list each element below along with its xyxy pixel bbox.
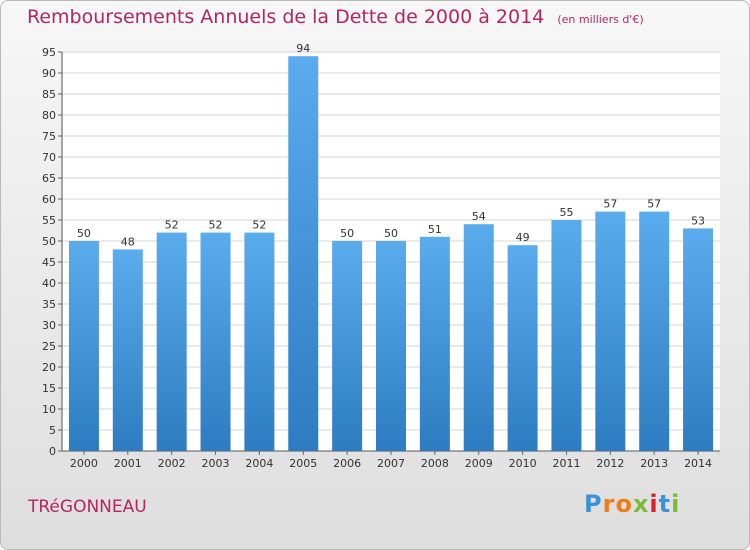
logo-letter: t	[658, 490, 672, 518]
chart-title-unit: (en milliers d'€)	[557, 13, 644, 26]
y-tick-label: 85	[42, 88, 56, 101]
bar	[376, 241, 406, 451]
y-tick-label: 25	[42, 340, 56, 353]
y-tick-label: 50	[42, 235, 56, 248]
bar	[683, 228, 714, 451]
y-tick-label: 90	[42, 67, 56, 80]
bar	[639, 211, 670, 451]
x-tick-label: 2002	[158, 457, 186, 470]
bar	[156, 232, 187, 451]
logo-letter: P	[584, 490, 603, 518]
bar	[419, 236, 450, 451]
x-tick-label: 2004	[245, 457, 273, 470]
logo-letter: o	[615, 490, 633, 518]
y-tick-label: 40	[42, 277, 56, 290]
logo-letter: i	[649, 490, 659, 518]
bar	[507, 245, 538, 451]
x-tick-label: 2009	[465, 457, 493, 470]
bar	[332, 241, 363, 451]
x-tick-label: 2007	[377, 457, 405, 470]
x-tick-label: 2000	[70, 457, 98, 470]
bar-value-label: 51	[428, 223, 442, 236]
bar-value-label: 50	[77, 227, 91, 240]
x-tick-label: 2012	[596, 457, 624, 470]
y-tick-label: 60	[42, 193, 56, 206]
y-tick-label: 30	[42, 319, 56, 332]
logo-letter: x	[632, 490, 650, 518]
chart-title-main: Remboursements Annuels de la Dette de 20…	[27, 6, 545, 28]
bar	[244, 232, 275, 451]
x-tick-label: 2014	[684, 457, 712, 470]
y-tick-label: 80	[42, 109, 56, 122]
y-tick-label: 65	[42, 172, 56, 185]
x-tick-label: 2001	[114, 457, 142, 470]
y-tick-label: 5	[49, 424, 56, 437]
y-tick-label: 75	[42, 130, 56, 143]
x-tick-label: 2008	[421, 457, 449, 470]
x-tick-label: 2010	[509, 457, 537, 470]
y-tick-label: 55	[42, 214, 56, 227]
bar-value-label: 55	[559, 206, 573, 219]
x-tick-label: 2011	[552, 457, 580, 470]
logo-letter: r	[602, 490, 616, 518]
y-tick-label: 95	[42, 46, 56, 59]
y-tick-label: 35	[42, 298, 56, 311]
logo-letter: i	[671, 490, 681, 518]
x-tick-label: 2006	[333, 457, 361, 470]
bar-value-label: 94	[296, 42, 310, 55]
town-name: TRéGONNEAU	[28, 497, 147, 517]
y-tick-label: 70	[42, 151, 56, 164]
bar-value-label: 52	[209, 219, 223, 232]
x-tick-label: 2005	[289, 457, 317, 470]
bar	[463, 224, 494, 451]
bar-value-label: 50	[340, 227, 354, 240]
y-tick-label: 0	[49, 445, 56, 458]
bar-value-label: 54	[472, 210, 486, 223]
bar	[595, 211, 626, 451]
bar	[551, 220, 582, 451]
bar-value-label: 57	[603, 198, 617, 211]
bar-value-label: 52	[165, 219, 179, 232]
bar-value-label: 49	[516, 231, 530, 244]
chart-title: Remboursements Annuels de la Dette de 20…	[27, 6, 644, 28]
bar-value-label: 53	[691, 214, 705, 227]
bar	[288, 56, 319, 451]
bar-value-label: 57	[647, 198, 661, 211]
y-tick-label: 45	[42, 256, 56, 269]
bar-value-label: 48	[121, 235, 135, 248]
bar	[68, 241, 99, 451]
proxiti-logo: Proxiti	[584, 490, 680, 518]
y-tick-label: 10	[42, 403, 56, 416]
bar-value-label: 50	[384, 227, 398, 240]
x-tick-label: 2003	[202, 457, 230, 470]
x-tick-label: 2013	[640, 457, 668, 470]
y-tick-label: 20	[42, 361, 56, 374]
bar	[112, 249, 143, 451]
bar	[200, 232, 231, 451]
bar-value-label: 52	[252, 219, 266, 232]
y-tick-label: 15	[42, 382, 56, 395]
